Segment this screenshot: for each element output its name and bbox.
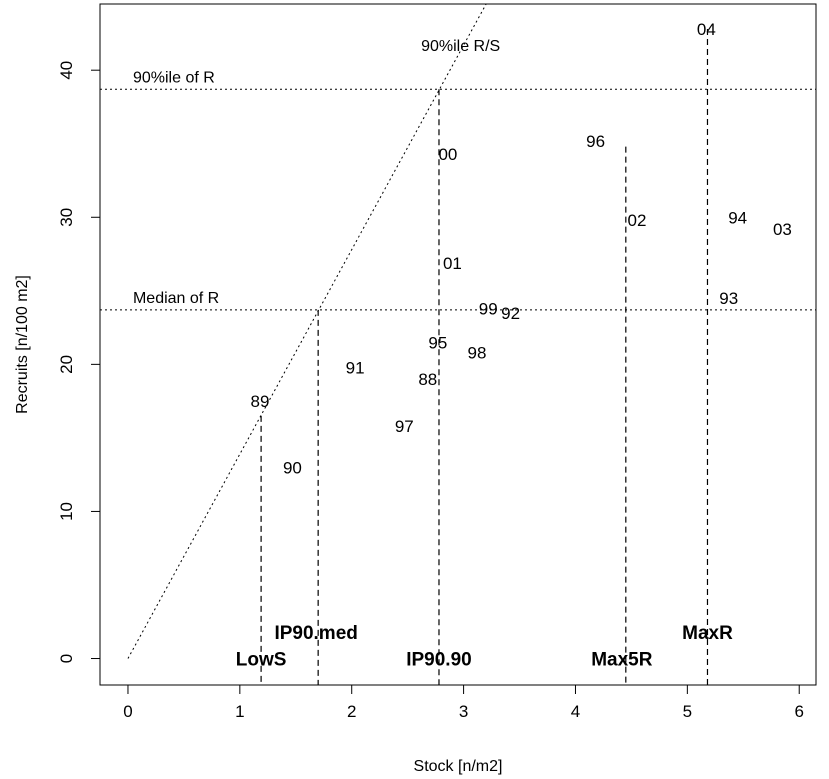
data-point-label: 95 [428, 333, 447, 352]
x-tick-label: 5 [683, 702, 692, 721]
breakpoint-label: IP90.90 [406, 650, 472, 671]
y-tick-label: 20 [57, 355, 76, 374]
breakpoint-lines: LowS IP90.med IP90.90 Max5R MaxR [236, 29, 733, 685]
x-tick-label: 6 [794, 702, 803, 721]
data-point-label: 92 [501, 304, 520, 323]
data-point-label: 89 [251, 392, 270, 411]
data-point-label: 99 [479, 299, 498, 318]
data-point-label: 96 [586, 132, 605, 151]
data-point-label: 01 [443, 254, 462, 273]
data-point-label: 02 [628, 211, 647, 230]
x-tick-label: 2 [347, 702, 356, 721]
breakpoint-label: MaxR [682, 623, 733, 644]
data-point-label: 93 [719, 289, 738, 308]
data-point-label: 04 [697, 20, 716, 39]
reference-lines: 90%ile of R Median of R 90%ile R/S [100, 4, 816, 659]
y-tick-label: 0 [57, 654, 76, 663]
reference-line-label: 90%ile of R [133, 69, 215, 86]
reference-line-label: 90%ile R/S [421, 38, 500, 55]
data-point-label: 00 [438, 145, 457, 164]
breakpoint-label: Max5R [591, 650, 653, 671]
ratio-reference-line [127, 4, 487, 659]
breakpoint-label: IP90.med [274, 623, 357, 644]
data-point-label: 91 [346, 358, 365, 377]
data-point-label: 88 [418, 370, 437, 389]
data-point-label: 90 [283, 458, 302, 477]
data-point-label: 94 [728, 208, 747, 227]
x-axis-title: Stock [n/m2] [414, 758, 503, 775]
y-tick-label: 30 [57, 208, 76, 227]
y-tick-label: 40 [57, 61, 76, 80]
x-tick-label: 0 [123, 702, 132, 721]
y-axis-title: Recruits [n/100 m2] [14, 275, 31, 414]
data-point-label: 98 [468, 344, 487, 363]
x-tick-label: 3 [459, 702, 468, 721]
data-point-label: 97 [395, 417, 414, 436]
reference-line-label: Median of R [133, 290, 219, 307]
plot-frame [99, 3, 817, 686]
data-points: 88 89 90 91 92 93 94 95 96 97 98 99 00 01 02 03 04 [251, 20, 792, 477]
x-tick-label: 4 [571, 702, 580, 721]
x-tick-label: 1 [235, 702, 244, 721]
y-tick-label: 10 [57, 502, 76, 521]
data-point-label: 03 [773, 220, 792, 239]
breakpoint-label: LowS [236, 650, 287, 671]
